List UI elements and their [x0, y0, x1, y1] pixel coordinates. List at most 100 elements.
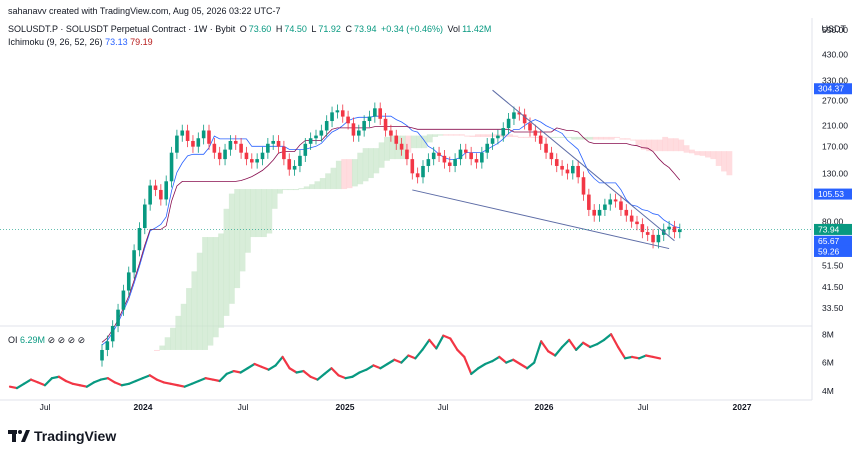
candle-body[interactable]: [126, 272, 131, 291]
candle-body[interactable]: [244, 152, 249, 160]
candle-body[interactable]: [464, 149, 468, 153]
candle-body[interactable]: [394, 135, 399, 144]
candle-body[interactable]: [373, 108, 377, 117]
candle-body[interactable]: [651, 234, 655, 243]
candle-body[interactable]: [276, 140, 281, 147]
candle-body[interactable]: [116, 309, 120, 326]
candle-body[interactable]: [148, 185, 152, 205]
candle-body[interactable]: [645, 232, 650, 235]
candle-body[interactable]: [603, 204, 607, 210]
wedge-lower-trendline[interactable]: [412, 189, 670, 250]
candle-body[interactable]: [287, 159, 292, 170]
candle-body[interactable]: [330, 112, 334, 122]
candle-body[interactable]: [143, 204, 147, 229]
candle-body[interactable]: [340, 110, 345, 117]
candle-body[interactable]: [196, 138, 201, 147]
candle-body[interactable]: [571, 165, 575, 174]
candle-body[interactable]: [431, 152, 436, 160]
candle-body[interactable]: [629, 215, 634, 222]
candle-body[interactable]: [271, 140, 275, 144]
candle-body[interactable]: [362, 121, 366, 131]
candle-body[interactable]: [458, 149, 463, 160]
candle-body[interactable]: [319, 130, 324, 136]
candle-body[interactable]: [410, 159, 415, 174]
candle-body[interactable]: [619, 201, 623, 210]
ichimoku-legend[interactable]: Ichimoku (9, 26, 52, 26) 73.13 79.19: [8, 37, 153, 47]
candle-body[interactable]: [453, 159, 457, 166]
candle-body[interactable]: [357, 130, 361, 136]
candle-body[interactable]: [378, 108, 382, 119]
candle-body[interactable]: [132, 250, 136, 273]
candle-body[interactable]: [496, 135, 500, 139]
candle-body[interactable]: [180, 130, 185, 136]
candle-body[interactable]: [399, 143, 404, 150]
candle-body[interactable]: [383, 118, 388, 131]
candle-body[interactable]: [298, 155, 302, 166]
candle-body[interactable]: [442, 155, 447, 163]
candle-body[interactable]: [346, 116, 350, 124]
candle-body[interactable]: [480, 152, 484, 163]
oi-toolbar-icons[interactable]: ⊘ ⊘ ⊘ ⊘: [47, 335, 86, 345]
candle-body[interactable]: [672, 226, 677, 233]
candle-body[interactable]: [212, 143, 217, 153]
candle-body[interactable]: [560, 165, 564, 170]
candle-body[interactable]: [250, 159, 254, 163]
candle-body[interactable]: [389, 130, 393, 136]
candle-body[interactable]: [110, 326, 115, 342]
candle-body[interactable]: [608, 199, 613, 205]
candle-body[interactable]: [255, 159, 259, 163]
candle-body[interactable]: [421, 165, 425, 178]
candle-body[interactable]: [506, 118, 511, 129]
candle-body[interactable]: [121, 290, 126, 310]
candle-body[interactable]: [217, 152, 222, 160]
candle-body[interactable]: [175, 135, 179, 153]
candle-body[interactable]: [635, 221, 639, 225]
candle-body[interactable]: [223, 149, 227, 160]
candle-body[interactable]: [303, 143, 308, 156]
candle-body[interactable]: [351, 123, 356, 136]
candle-body[interactable]: [667, 226, 671, 230]
symbol-title[interactable]: SOLUSDT.P · SOLUSDT Perpetual Contract ·…: [8, 24, 236, 34]
candle-body[interactable]: [538, 135, 543, 144]
candle-body[interactable]: [587, 194, 591, 210]
candle-body[interactable]: [105, 341, 110, 350]
candle-body[interactable]: [576, 165, 580, 178]
candle-body[interactable]: [266, 143, 270, 153]
wedge-upper-trendline[interactable]: [492, 89, 675, 242]
candle-body[interactable]: [137, 228, 142, 251]
candle-body[interactable]: [314, 135, 318, 139]
candle-body[interactable]: [613, 199, 618, 202]
candle-body[interactable]: [485, 143, 489, 153]
candle-body[interactable]: [233, 140, 238, 144]
candle-body[interactable]: [239, 143, 243, 153]
candle-body[interactable]: [656, 234, 661, 243]
candle-body[interactable]: [544, 143, 548, 153]
oi-legend[interactable]: OI 6.29M ⊘ ⊘ ⊘ ⊘: [8, 335, 85, 346]
candle-body[interactable]: [228, 140, 233, 150]
candle-body[interactable]: [592, 209, 596, 216]
candle-body[interactable]: [640, 224, 645, 233]
candle-body[interactable]: [324, 121, 329, 131]
candle-body[interactable]: [624, 209, 629, 216]
candle-body[interactable]: [501, 128, 506, 136]
candle-body[interactable]: [207, 130, 211, 144]
candle-body[interactable]: [554, 159, 559, 166]
candle-body[interactable]: [367, 116, 372, 122]
candle-body[interactable]: [260, 152, 265, 160]
candle-body[interactable]: [335, 110, 340, 113]
candle-body[interactable]: [517, 112, 522, 115]
candle-body[interactable]: [415, 173, 420, 178]
candle-body[interactable]: [159, 189, 163, 200]
candle-body[interactable]: [549, 152, 554, 160]
candle-body[interactable]: [533, 130, 538, 136]
candle-body[interactable]: [191, 140, 195, 147]
candle-body[interactable]: [308, 138, 313, 144]
candle-body[interactable]: [528, 123, 532, 131]
candle-body[interactable]: [185, 130, 190, 141]
candle-body[interactable]: [678, 229, 682, 233]
candle-body[interactable]: [447, 162, 452, 166]
candle-body[interactable]: [292, 165, 297, 170]
candle-body[interactable]: [153, 185, 158, 190]
candle-body[interactable]: [100, 349, 104, 361]
candle-body[interactable]: [437, 152, 441, 156]
